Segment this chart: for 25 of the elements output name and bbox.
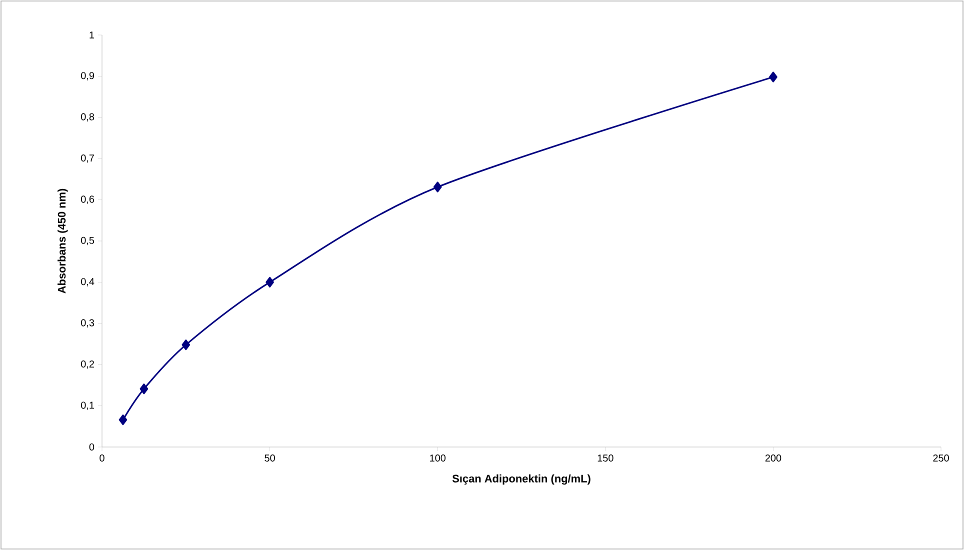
y-axis-title: Absorbans (450 nm) xyxy=(58,188,68,294)
x-axis-title: Sıçan Adiponektin (ng/mL) xyxy=(452,474,590,485)
y-tick-label: 0,6 xyxy=(81,196,94,204)
y-tick-label: 0,9 xyxy=(81,72,94,80)
x-tick-label: 150 xyxy=(598,454,614,462)
y-tick-label: 0 xyxy=(89,443,94,451)
y-tick-label: 0,4 xyxy=(81,278,94,286)
x-tick-label: 200 xyxy=(765,454,782,462)
y-tick-label: 0,5 xyxy=(81,236,94,246)
y-tick-label: 0,1 xyxy=(81,402,94,410)
point xyxy=(118,414,128,426)
y-tick-label: 0,2 xyxy=(81,360,94,369)
point xyxy=(182,340,190,350)
x-tick-label: 0 xyxy=(100,454,104,462)
x-tick-label: 100 xyxy=(430,454,446,462)
point xyxy=(769,72,778,82)
point xyxy=(433,182,442,192)
point xyxy=(140,384,148,394)
point xyxy=(266,276,274,288)
y-tick-label: 1 xyxy=(90,32,94,38)
y-tick-label: 0,3 xyxy=(81,319,94,328)
y-tick-label: 0,8 xyxy=(81,113,94,122)
x-tick-label: 50 xyxy=(264,454,275,462)
y-tick-label: 0,7 xyxy=(81,154,94,163)
x-tick-label: 250 xyxy=(933,454,949,462)
